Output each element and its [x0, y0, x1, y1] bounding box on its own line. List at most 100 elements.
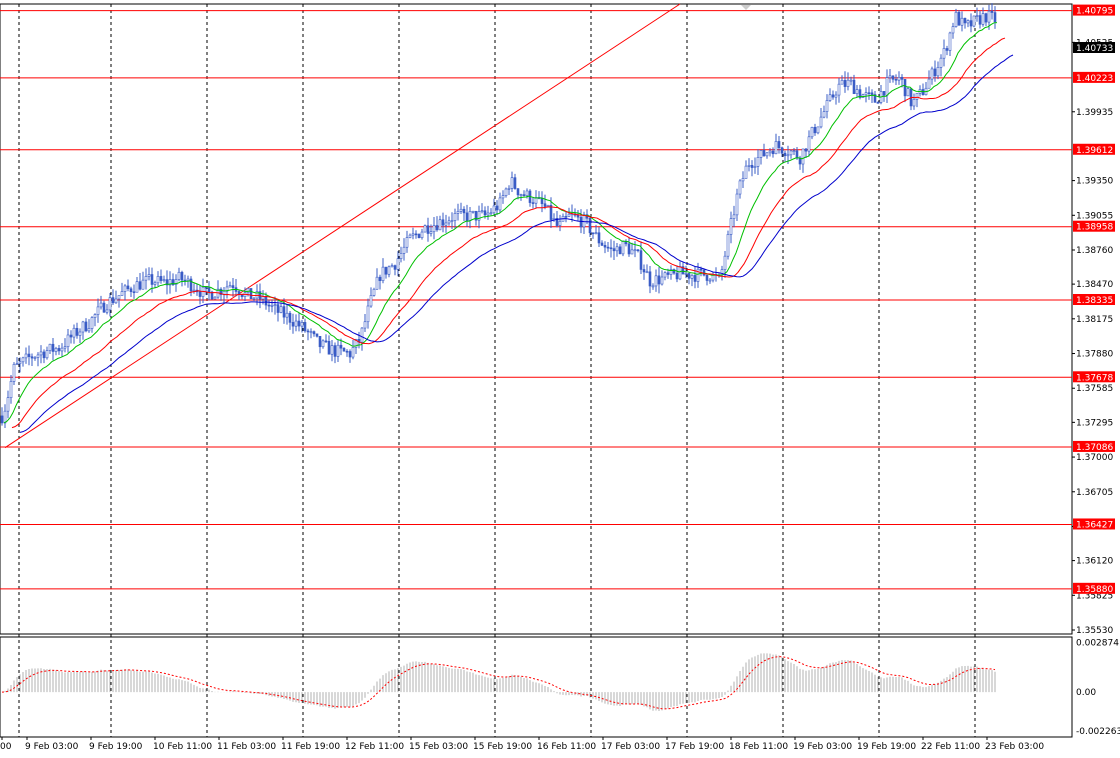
candle-body: [159, 276, 163, 281]
candle-body: [816, 126, 820, 134]
moving-average-red: [11, 37, 1006, 429]
current-price-label: 1.40733: [1073, 42, 1115, 54]
candle-body: [315, 333, 319, 337]
candle-body: [603, 245, 607, 248]
candle-body: [510, 177, 514, 189]
candle-body: [339, 344, 343, 349]
candle-body: [375, 276, 379, 290]
candle-body: [198, 291, 202, 297]
candle-body: [645, 271, 649, 274]
candle-body: [675, 272, 679, 280]
candle-body: [336, 344, 340, 357]
candle-body: [504, 188, 508, 196]
candle-body: [246, 288, 250, 293]
time-tick-label: 11 Feb 19:00: [281, 742, 340, 752]
price-tick-label: 1.35530: [1076, 626, 1113, 636]
candle-body: [171, 279, 175, 285]
candle-body: [177, 271, 181, 280]
candle-body: [612, 248, 616, 252]
candle-body: [90, 317, 94, 329]
candle-body: [678, 266, 682, 280]
candle-body: [699, 268, 703, 271]
candle-body: [489, 212, 493, 215]
candle-body: [114, 298, 118, 304]
candle-body: [702, 269, 706, 276]
candle-body: [189, 278, 193, 292]
candle-body: [960, 17, 964, 26]
candle-body: [72, 327, 76, 338]
candle-body: [186, 278, 190, 281]
candle-body: [165, 279, 169, 286]
candle-body: [294, 320, 298, 327]
time-tick-label: 15 Feb 03:00: [409, 742, 468, 752]
candle-body: [831, 94, 835, 98]
candle-body: [435, 225, 439, 231]
candle-body: [687, 273, 691, 279]
candle-body: [255, 291, 259, 299]
oscillator-tick-label: -0.002263: [1076, 727, 1120, 737]
candle-body: [669, 269, 673, 275]
candle-body: [555, 218, 559, 226]
candle-body: [588, 217, 592, 234]
candle-body: [951, 26, 955, 34]
candle-body: [468, 211, 472, 221]
candle-body: [786, 154, 790, 157]
candle-body: [840, 80, 844, 85]
candle-body: [903, 79, 907, 97]
time-tick-label: 23 Feb 03:00: [985, 742, 1044, 752]
candle-body: [264, 296, 268, 306]
candle-body: [765, 152, 769, 157]
candle-body: [414, 233, 418, 236]
candle-body: [627, 243, 631, 255]
candle-body: [306, 330, 310, 333]
time-tick-label: 22 Feb 11:00: [921, 742, 980, 752]
time-axis: 00 9 Feb 03:00 9 Feb 19:00 10 Feb 11:00 11 F…: [0, 737, 1044, 752]
candle-body: [342, 347, 346, 352]
candle-body: [219, 288, 223, 295]
candle-body: [729, 218, 733, 235]
candle-body: [120, 291, 124, 296]
candle-body: [102, 302, 106, 313]
candle-body: [945, 48, 949, 51]
candle-body: [939, 57, 943, 68]
candle-body: [99, 302, 103, 308]
candle-body: [204, 286, 208, 289]
candle-body: [810, 127, 814, 138]
candle-body: [381, 266, 385, 281]
candle-body: [18, 361, 22, 364]
candle-body: [651, 285, 655, 288]
level-label-text: 1.40795: [1076, 7, 1113, 17]
time-tick-label: 19 Feb 03:00: [793, 742, 852, 752]
candle-body: [693, 275, 697, 282]
candle-body: [420, 231, 424, 238]
candle-body: [822, 111, 826, 118]
candle-body: [501, 195, 505, 199]
candle-body: [630, 249, 634, 255]
candle-body: [855, 89, 859, 95]
candle-body: [771, 150, 775, 155]
candle-body: [540, 197, 544, 205]
scroll-marker-icon[interactable]: [741, 5, 751, 10]
candle-body: [513, 177, 517, 189]
candle-body: [51, 343, 55, 352]
candle-body: [576, 215, 580, 218]
candle-body: [297, 320, 301, 327]
candle-body: [789, 150, 793, 156]
candle-body: [567, 213, 571, 217]
candle-body: [399, 253, 403, 259]
candle-body: [978, 15, 982, 25]
candle-body: [96, 306, 100, 315]
candle-body: [390, 265, 394, 268]
candle-body: [213, 296, 217, 300]
candle-body: [42, 351, 46, 359]
candle-body: [288, 312, 292, 323]
current-price-box: [1073, 42, 1115, 53]
level-label-box: [1073, 294, 1115, 305]
horizontal-levels: [0, 10, 1072, 590]
candle-body: [63, 346, 67, 349]
level-label-box: [1073, 518, 1115, 530]
candle-body: [153, 282, 157, 285]
candle-body: [192, 289, 196, 292]
price-tick-label: 1.38175: [1076, 315, 1113, 325]
